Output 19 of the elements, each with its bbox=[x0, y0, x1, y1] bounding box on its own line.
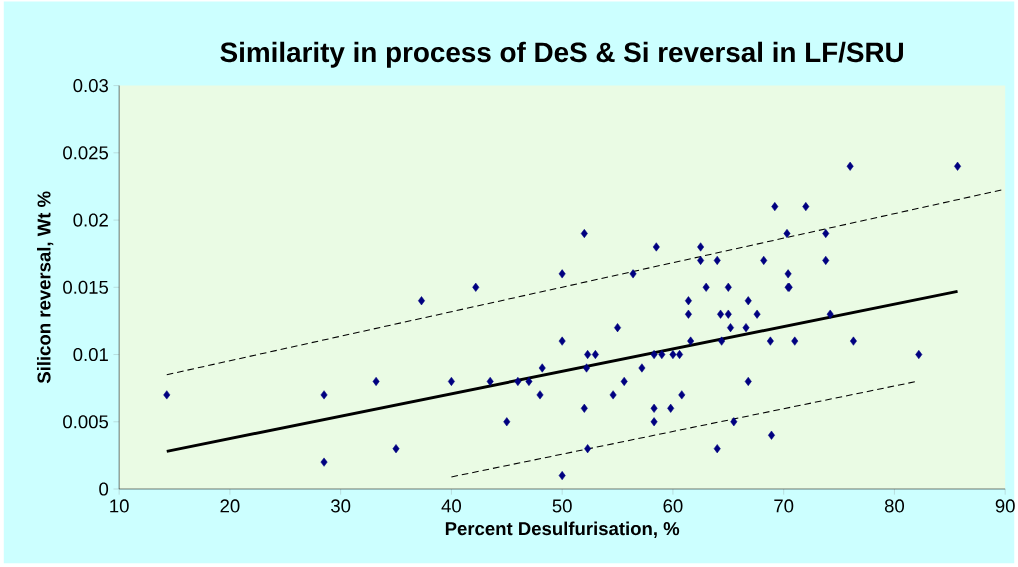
y-tick-label: 0.005 bbox=[63, 415, 109, 429]
x-tick-label: 20 bbox=[220, 499, 240, 513]
x-tick-label: 40 bbox=[441, 499, 462, 513]
y-axis-title: Silicon reversal, Wt % bbox=[36, 191, 54, 384]
x-tick-label: 30 bbox=[331, 499, 351, 513]
x-tick-label: 50 bbox=[552, 499, 572, 513]
chart-title: Similarity in process of DeS & Si reversal in LF/SRU bbox=[220, 41, 903, 68]
x-tick-label: 80 bbox=[884, 499, 905, 513]
y-tick-label: 0.025 bbox=[63, 146, 109, 160]
x-tick-label: 10 bbox=[110, 499, 129, 513]
y-tick-label: 0.03 bbox=[73, 78, 108, 93]
y-tick-label: 0 bbox=[99, 482, 109, 496]
y-tick-label: 0.02 bbox=[73, 213, 108, 227]
x-tick-label: 90 bbox=[995, 499, 1015, 513]
x-axis-title: Percent Desulfurisation, % bbox=[445, 521, 680, 538]
x-tick-label: 60 bbox=[663, 499, 683, 513]
x-tick-label: 70 bbox=[774, 499, 794, 513]
y-tick-label: 0.015 bbox=[63, 280, 109, 294]
y-tick-label: 0.01 bbox=[73, 347, 108, 362]
